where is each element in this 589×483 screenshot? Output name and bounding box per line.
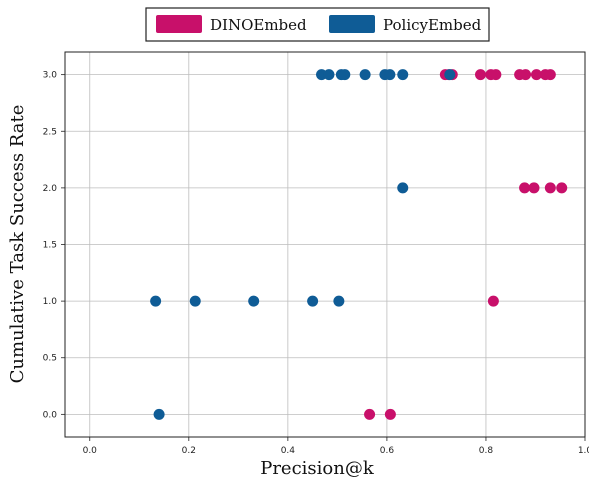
point-dinoembed: [530, 69, 542, 81]
x-tick-label: 0.8: [479, 446, 494, 456]
y-tick-label: 3.0: [43, 71, 58, 81]
legend-swatch-dinoembed: [156, 15, 202, 33]
point-dinoembed: [364, 408, 376, 420]
point-policyembed: [339, 69, 351, 81]
legend-label-policyembed: PolicyEmbed: [383, 16, 482, 34]
point-dinoembed: [544, 69, 556, 81]
point-policyembed: [150, 295, 162, 307]
legend-box: [145, 7, 490, 42]
x-tick-label: 0.2: [182, 446, 196, 456]
point-policyembed: [333, 295, 345, 307]
point-policyembed: [397, 182, 409, 194]
point-dinoembed: [487, 295, 499, 307]
y-tick-label: 2.0: [43, 184, 58, 194]
x-tick-label: 0.0: [83, 446, 98, 456]
point-policyembed: [444, 69, 456, 81]
legend-swatch-policyembed: [329, 15, 375, 33]
x-tick-label: 0.4: [281, 446, 296, 456]
data-points: [150, 69, 568, 420]
x-tick-label: 1.0: [578, 446, 589, 456]
point-dinoembed: [520, 69, 532, 81]
point-policyembed: [359, 69, 371, 81]
y-tick-label: 0.5: [43, 354, 57, 364]
point-policyembed: [189, 295, 201, 307]
point-dinoembed: [384, 408, 396, 420]
point-dinoembed: [490, 69, 502, 81]
y-tick-label: 1.5: [43, 241, 57, 251]
x-tick-label: 0.6: [380, 446, 395, 456]
x-axis-title: Precision@k: [260, 458, 375, 479]
point-dinoembed: [556, 182, 568, 194]
grid-lines: [65, 52, 586, 437]
axis-ticks: 0.0 0.2 0.4 0.6 0.8 1.0 0.0 0.5 1.0 1.5 2.0 2.5 3.0: [43, 71, 589, 456]
point-policyembed: [153, 408, 165, 420]
point-policyembed: [323, 69, 335, 81]
point-policyembed: [248, 295, 260, 307]
y-axis-title: Cumulative Task Success Rate: [7, 105, 28, 384]
point-dinoembed: [519, 182, 531, 194]
y-tick-label: 0.0: [43, 410, 58, 420]
point-dinoembed: [528, 182, 540, 194]
y-tick-label: 2.5: [43, 127, 57, 137]
y-tick-label: 1.0: [43, 297, 58, 307]
point-policyembed: [307, 295, 319, 307]
point-dinoembed: [475, 69, 487, 81]
point-policyembed: [397, 69, 409, 81]
legend-label-dinoembed: DINOEmbed: [210, 16, 307, 34]
legend: DINOEmbed PolicyEmbed: [145, 7, 490, 42]
point-dinoembed: [544, 182, 556, 194]
point-policyembed: [384, 69, 396, 81]
